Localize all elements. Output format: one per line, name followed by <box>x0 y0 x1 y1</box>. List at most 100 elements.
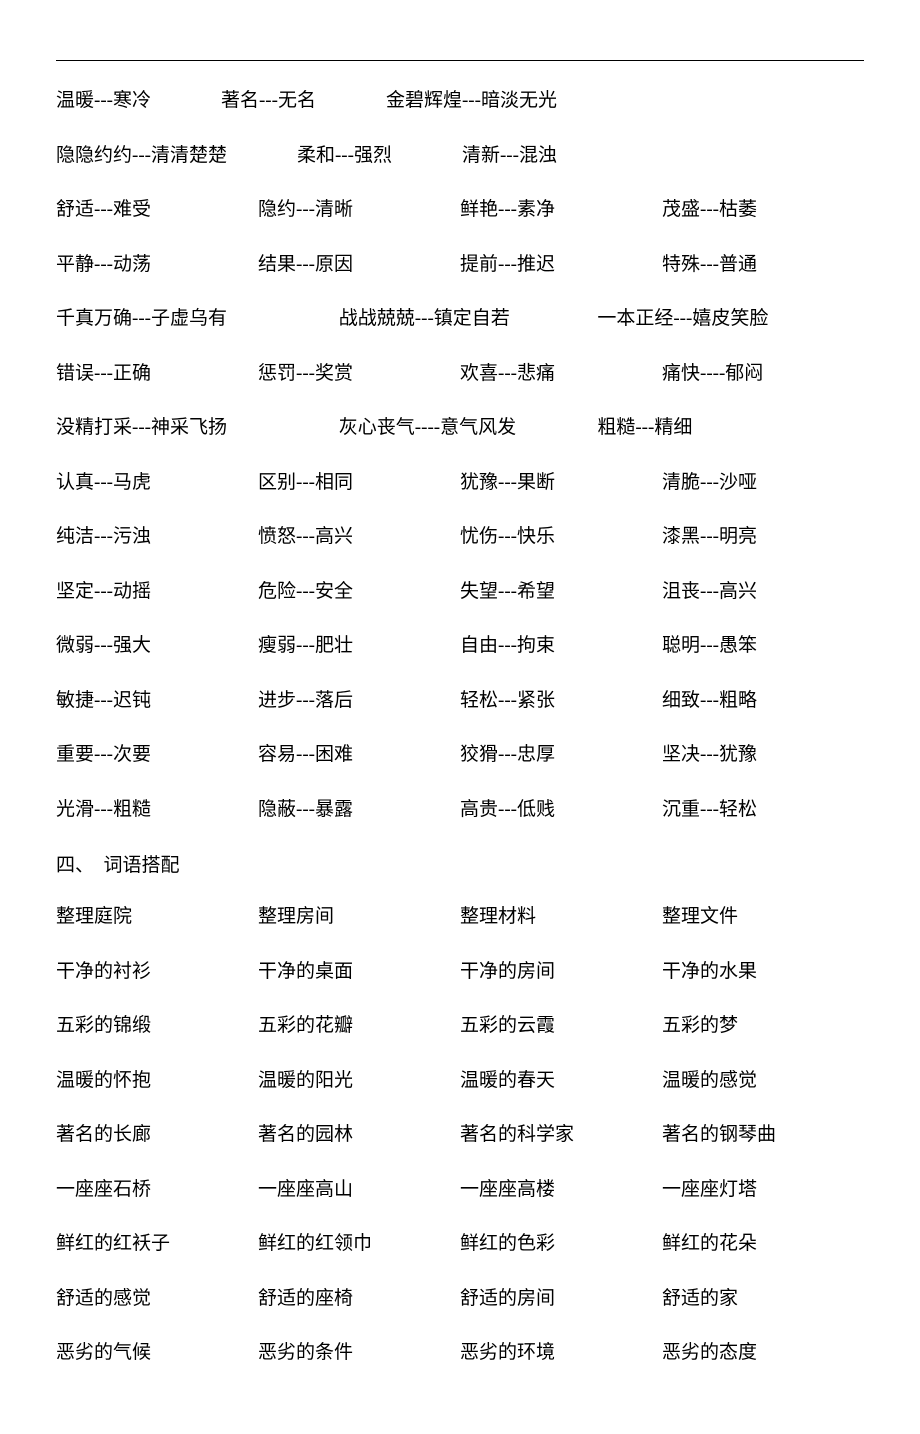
antonym-pair: 沮丧---高兴 <box>662 578 864 607</box>
collocation-item: 干净的衬衫 <box>56 958 258 987</box>
collocation-row: 一座座石桥一座座高山一座座高楼一座座灯塔 <box>56 1176 864 1205</box>
antonym-pair: 认真---马虎 <box>56 469 258 498</box>
content-area: 温暖---寒冷著名---无名金碧辉煌---暗淡无光隐隐约约---清清楚楚柔和--… <box>56 87 864 1368</box>
antonym-pair: 没精打采---神采飞扬 <box>56 414 339 443</box>
antonym-pair: 轻松---紧张 <box>460 687 662 716</box>
collocation-item: 一座座高山 <box>258 1176 460 1205</box>
antonym-pair: 痛快----郁闷 <box>662 360 864 389</box>
collocation-item: 干净的水果 <box>662 958 864 987</box>
antonym-pair: 舒适---难受 <box>56 196 258 225</box>
antonym-pair: 隐约---清晰 <box>258 196 460 225</box>
collocation-item: 舒适的感觉 <box>56 1285 258 1314</box>
antonym-pair: 清新---混浊 <box>462 142 557 171</box>
antonym-pair: 犹豫---果断 <box>460 469 662 498</box>
collocation-item: 一座座灯塔 <box>662 1176 864 1205</box>
collocation-item: 著名的长廊 <box>56 1121 258 1150</box>
collocation-row: 整理庭院整理房间整理材料整理文件 <box>56 903 864 932</box>
collocation-row: 温暖的怀抱温暖的阳光温暖的春天温暖的感觉 <box>56 1067 864 1096</box>
collocation-item: 一座座石桥 <box>56 1176 258 1205</box>
collocation-item: 著名的钢琴曲 <box>662 1121 864 1150</box>
antonym-pair: 茂盛---枯萎 <box>662 196 864 225</box>
collocation-row: 恶劣的气候恶劣的条件恶劣的环境恶劣的态度 <box>56 1339 864 1368</box>
antonym-row: 错误---正确惩罚---奖赏欢喜---悲痛痛快----郁闷 <box>56 360 864 389</box>
antonym-pair: 清脆---沙哑 <box>662 469 864 498</box>
antonym-pair: 狡猾---忠厚 <box>460 741 662 770</box>
collocation-row: 五彩的锦缎五彩的花瓣五彩的云霞五彩的梦 <box>56 1012 864 1041</box>
collocation-item: 温暖的春天 <box>460 1067 662 1096</box>
antonym-pair: 隐蔽---暴露 <box>258 796 460 825</box>
antonym-pair: 惩罚---奖赏 <box>258 360 460 389</box>
antonym-pair: 千真万确---子虚乌有 <box>56 305 339 334</box>
antonym-pair: 重要---次要 <box>56 741 258 770</box>
collocation-item: 鲜红的花朵 <box>662 1230 864 1259</box>
collocation-item: 鲜红的红领巾 <box>258 1230 460 1259</box>
top-rule <box>56 60 864 61</box>
collocation-item: 干净的桌面 <box>258 958 460 987</box>
antonym-row: 平静---动荡结果---原因提前---推迟特殊---普通 <box>56 251 864 280</box>
document-page: 温暖---寒冷著名---无名金碧辉煌---暗淡无光隐隐约约---清清楚楚柔和--… <box>0 0 920 1434</box>
collocation-item: 五彩的花瓣 <box>258 1012 460 1041</box>
antonym-pair: 微弱---强大 <box>56 632 258 661</box>
antonym-pair: 细致---粗略 <box>662 687 864 716</box>
antonym-row: 微弱---强大瘦弱---肥壮自由---拘束聪明---愚笨 <box>56 632 864 661</box>
antonym-row: 重要---次要容易---困难狡猾---忠厚坚决---犹豫 <box>56 741 864 770</box>
collocation-row: 著名的长廊著名的园林著名的科学家著名的钢琴曲 <box>56 1121 864 1150</box>
collocation-item: 恶劣的气候 <box>56 1339 258 1368</box>
antonym-pair: 光滑---粗糙 <box>56 796 258 825</box>
collocation-item: 干净的房间 <box>460 958 662 987</box>
collocation-item: 整理庭院 <box>56 903 258 932</box>
antonym-pair: 战战兢兢---镇定自若 <box>339 305 598 334</box>
antonym-pair: 柔和---强烈 <box>297 142 392 171</box>
collocation-item: 整理房间 <box>258 903 460 932</box>
antonym-pair: 高贵---低贱 <box>460 796 662 825</box>
antonym-pair: 失望---希望 <box>460 578 662 607</box>
collocation-item: 鲜红的红袄子 <box>56 1230 258 1259</box>
antonym-row: 舒适---难受隐约---清晰鲜艳---素净茂盛---枯萎 <box>56 196 864 225</box>
antonym-pair: 隐隐约约---清清楚楚 <box>56 142 227 171</box>
antonym-row: 千真万确---子虚乌有战战兢兢---镇定自若一本正经---嬉皮笑脸 <box>56 305 864 334</box>
antonym-pair: 欢喜---悲痛 <box>460 360 662 389</box>
collocation-item: 著名的科学家 <box>460 1121 662 1150</box>
collocation-item: 整理文件 <box>662 903 864 932</box>
section-heading: 四、 词语搭配 <box>56 850 864 877</box>
antonym-pair: 坚决---犹豫 <box>662 741 864 770</box>
collocation-item: 舒适的家 <box>662 1285 864 1314</box>
collocation-item: 整理材料 <box>460 903 662 932</box>
antonym-pair: 沉重---轻松 <box>662 796 864 825</box>
antonym-pair: 漆黑---明亮 <box>662 523 864 552</box>
antonym-pair: 平静---动荡 <box>56 251 258 280</box>
collocation-item: 五彩的云霞 <box>460 1012 662 1041</box>
collocation-item: 恶劣的环境 <box>460 1339 662 1368</box>
antonym-pair: 危险---安全 <box>258 578 460 607</box>
collocation-item: 著名的园林 <box>258 1121 460 1150</box>
antonym-row: 认真---马虎区别---相同犹豫---果断清脆---沙哑 <box>56 469 864 498</box>
antonym-pair: 区别---相同 <box>258 469 460 498</box>
antonym-pair: 进步---落后 <box>258 687 460 716</box>
collocation-row: 鲜红的红袄子鲜红的红领巾鲜红的色彩鲜红的花朵 <box>56 1230 864 1259</box>
collocation-item: 五彩的锦缎 <box>56 1012 258 1041</box>
antonym-pair: 忧伤---快乐 <box>460 523 662 552</box>
collocation-item: 舒适的房间 <box>460 1285 662 1314</box>
antonym-pair: 鲜艳---素净 <box>460 196 662 225</box>
antonym-row: 光滑---粗糙隐蔽---暴露高贵---低贱沉重---轻松 <box>56 796 864 825</box>
antonym-pair: 结果---原因 <box>258 251 460 280</box>
collocation-row: 舒适的感觉舒适的座椅舒适的房间舒适的家 <box>56 1285 864 1314</box>
collocation-item: 温暖的怀抱 <box>56 1067 258 1096</box>
collocation-item: 温暖的阳光 <box>258 1067 460 1096</box>
antonym-row: 敏捷---迟钝进步---落后轻松---紧张细致---粗略 <box>56 687 864 716</box>
collocation-item: 恶劣的条件 <box>258 1339 460 1368</box>
antonym-pair: 坚定---动摇 <box>56 578 258 607</box>
antonym-row: 没精打采---神采飞扬灰心丧气----意气风发粗糙---精细 <box>56 414 864 443</box>
collocation-item: 舒适的座椅 <box>258 1285 460 1314</box>
antonym-pair: 瘦弱---肥壮 <box>258 632 460 661</box>
collocation-item: 恶劣的态度 <box>662 1339 864 1368</box>
collocation-item: 温暖的感觉 <box>662 1067 864 1096</box>
antonym-pair: 错误---正确 <box>56 360 258 389</box>
antonym-pair: 著名---无名 <box>221 87 316 116</box>
antonym-pair: 特殊---普通 <box>662 251 864 280</box>
antonym-row: 纯洁---污浊愤怒---高兴忧伤---快乐漆黑---明亮 <box>56 523 864 552</box>
antonym-pair: 愤怒---高兴 <box>258 523 460 552</box>
collocation-item: 鲜红的色彩 <box>460 1230 662 1259</box>
antonym-pair: 温暖---寒冷 <box>56 87 151 116</box>
antonym-pair: 自由---拘束 <box>460 632 662 661</box>
